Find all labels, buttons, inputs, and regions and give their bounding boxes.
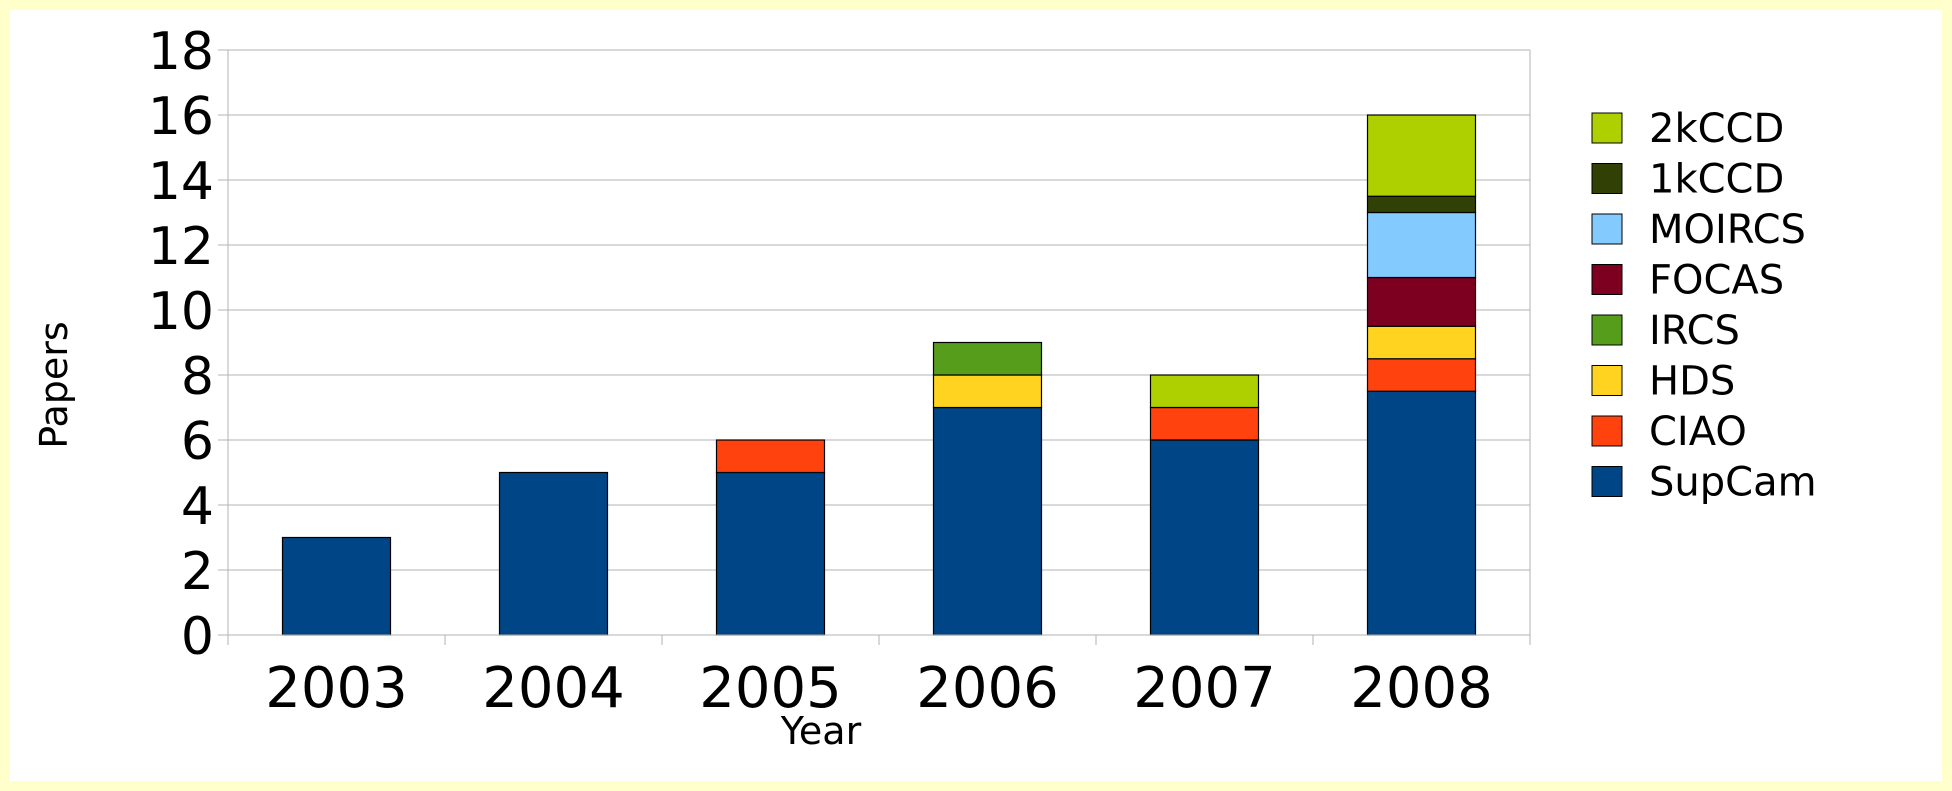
y-tick-label: 2: [181, 542, 214, 602]
y-tick-label: 4: [181, 477, 214, 537]
legend-swatch: [1591, 163, 1623, 194]
y-tick-label: 14: [148, 152, 214, 212]
x-axis-label: Year: [780, 709, 862, 753]
y-tick-label: 8: [181, 347, 214, 407]
legend-label: CIAO: [1649, 409, 1747, 455]
y-tick-label: 6: [181, 412, 214, 472]
bar-segment-1kccd: [1366, 195, 1477, 214]
legend-label: HDS: [1649, 359, 1735, 405]
bar-segment-ciao: [1366, 358, 1477, 392]
bar-segment-hds: [1366, 325, 1477, 360]
legend-swatch: [1591, 466, 1623, 497]
x-tick-label: 2005: [699, 656, 842, 721]
legend-label: 1kCCD: [1649, 157, 1784, 203]
y-tick-label: 16: [148, 87, 214, 147]
legend-swatch: [1591, 213, 1623, 245]
legend-swatch: [1591, 365, 1623, 396]
bar-segment-moircs: [1366, 211, 1477, 279]
bar-segment-2kccd: [1149, 374, 1260, 409]
bar-segment-supcam: [498, 471, 609, 636]
bar-segment-supcam: [1366, 390, 1477, 636]
x-tick-label: 2008: [1350, 656, 1493, 721]
x-tick-label: 2006: [916, 656, 1059, 721]
legend-swatch: [1591, 264, 1623, 295]
bar-segment-ciao: [715, 439, 826, 474]
y-tick-label: 0: [181, 607, 214, 667]
bar-segment-supcam: [715, 471, 826, 636]
bar-segment-supcam: [932, 406, 1043, 636]
legend-swatch: [1591, 112, 1623, 144]
legend-label: SupCam: [1649, 460, 1817, 506]
legend-label: FOCAS: [1649, 258, 1784, 304]
x-tick-label: 2007: [1133, 656, 1276, 721]
y-tick-label: 18: [148, 22, 214, 82]
legend-label: IRCS: [1649, 308, 1740, 354]
x-tick-label: 2003: [265, 656, 408, 721]
gridlines: [228, 49, 1530, 636]
legend-swatch: [1591, 415, 1623, 447]
bar-segment-2kccd: [1366, 114, 1477, 197]
legend-swatch: [1591, 314, 1623, 346]
x-tick-label: 2004: [482, 656, 625, 721]
bar-segment-ircs: [932, 341, 1043, 376]
y-axis-label: Papers: [32, 321, 76, 448]
bar-segment-focas: [1366, 276, 1477, 327]
y-tick-label: 10: [148, 282, 214, 342]
legend-label: MOIRCS: [1649, 207, 1806, 253]
bar-segment-hds: [932, 374, 1043, 409]
x-tick-labels: 2003 2004 2005 2006 2007 2008: [265, 656, 1493, 721]
legend-label: 2kCCD: [1649, 106, 1784, 152]
bar-segment-supcam: [1149, 439, 1260, 636]
bar-segment-ciao: [1149, 406, 1260, 441]
bar-segment-supcam: [281, 536, 392, 636]
chart-frame: 0 2 4 6 8 10 12 14 16 18 2003 2004 2005 2006 2007 2008…: [10, 10, 1942, 781]
y-tick-label: 12: [148, 217, 214, 277]
axes: [218, 49, 1531, 645]
